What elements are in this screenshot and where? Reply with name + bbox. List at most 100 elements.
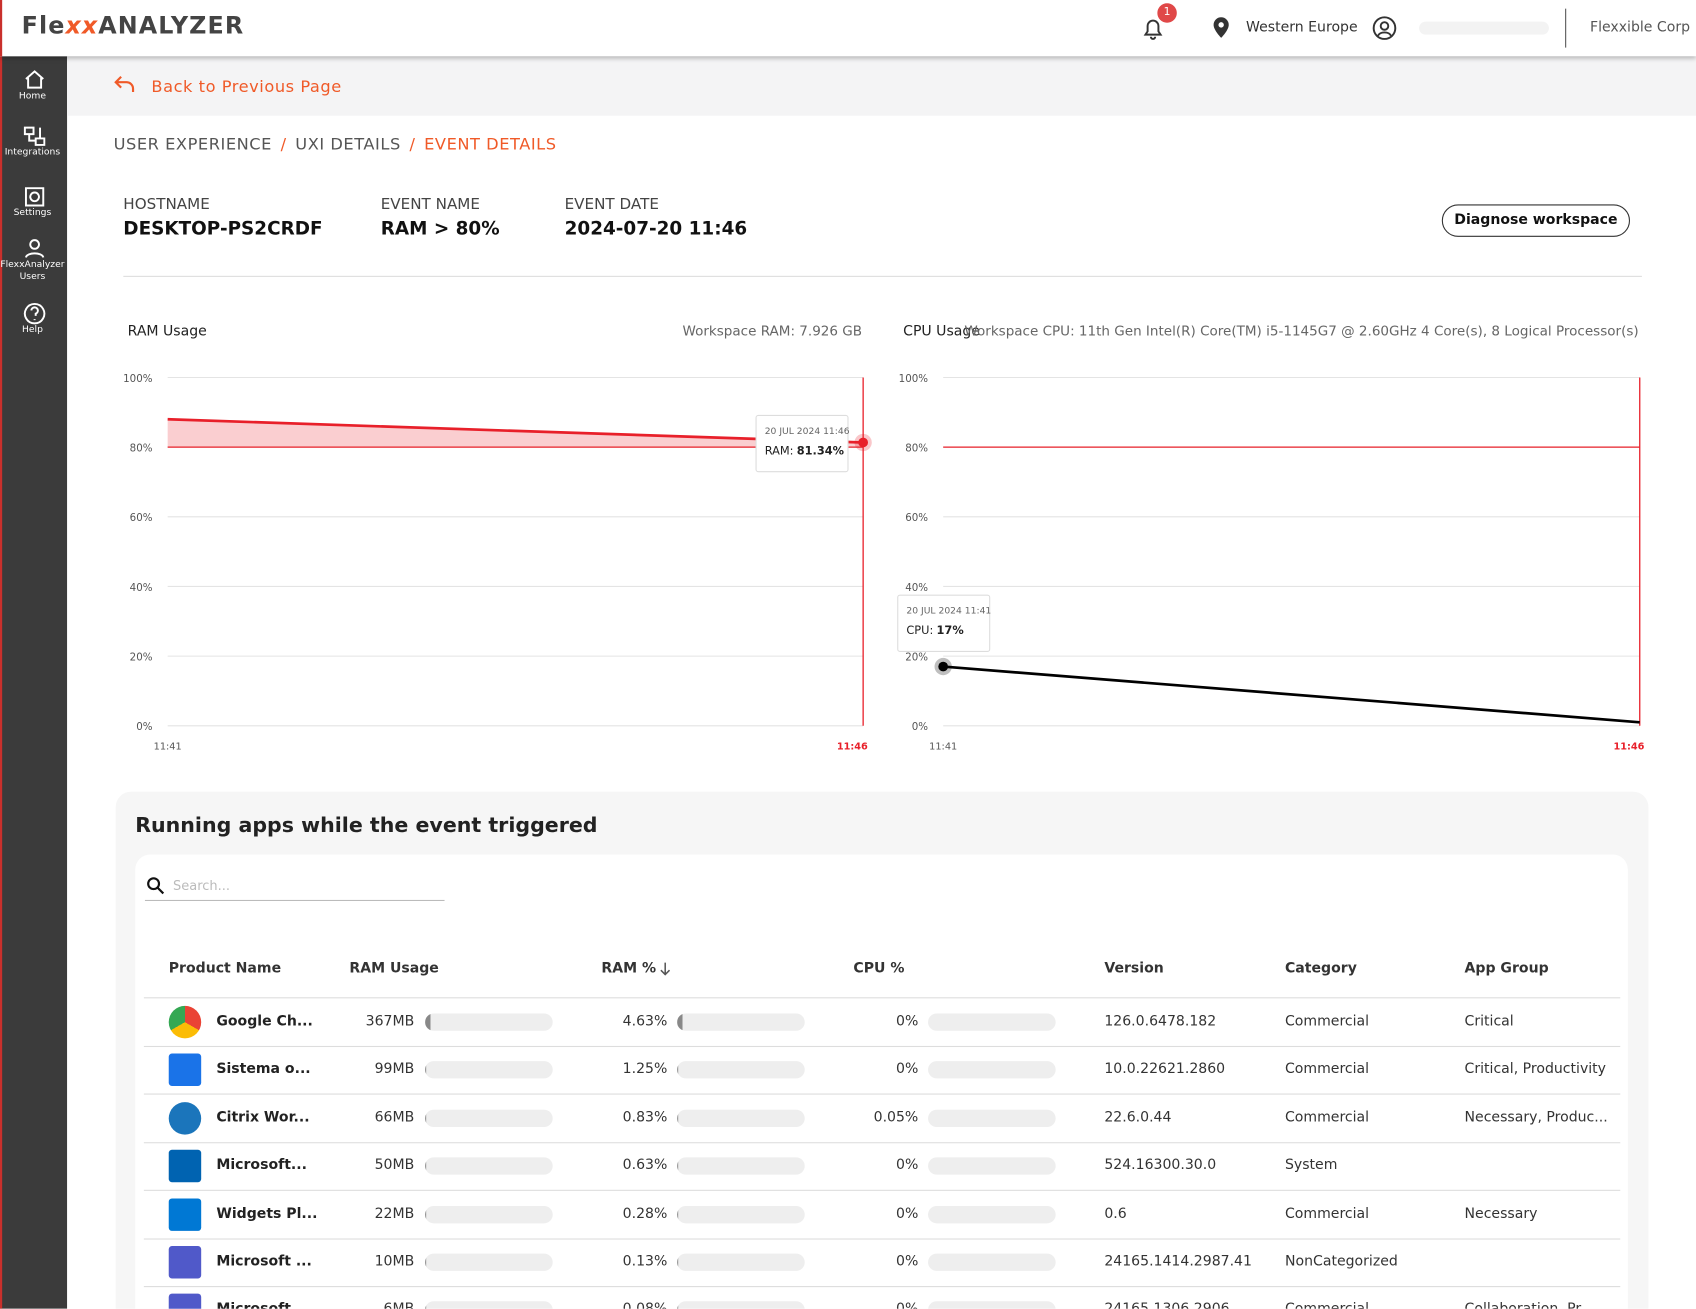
column-header[interactable]: Product Name — [168, 960, 282, 977]
region[interactable]: Western Europe — [1246, 19, 1358, 36]
notification-badge: 1 — [1157, 3, 1177, 23]
back-bar: Back to Previous Page — [67, 56, 1696, 116]
back-icon[interactable] — [112, 74, 136, 96]
nav-item[interactable]: Settings — [13, 207, 52, 219]
nav-item[interactable]: FlexxAnalyzer Users — [0, 259, 65, 283]
app-icon — [168, 1198, 202, 1231]
y-tick-label: 0% — [912, 721, 929, 733]
progress-track — [677, 1205, 805, 1223]
category: Commercial — [1284, 1109, 1370, 1126]
back-link[interactable]: Back to Previous Page — [151, 76, 342, 97]
breadcrumb: USER EXPERIENCE / UXI DETAILS / EVENT DETAIL… — [114, 134, 557, 153]
progress-track — [677, 1013, 805, 1031]
column-header[interactable]: Category — [1284, 960, 1357, 977]
y-tick-label: 40% — [130, 582, 153, 594]
breadcrumb-separator: / — [409, 134, 416, 154]
chart-title: RAM Usage — [128, 323, 207, 339]
logo[interactable]: FlexxANALYZER — [22, 13, 245, 40]
ram-pct: 0.83% — [622, 1109, 668, 1126]
cpu-pct: 0% — [896, 1302, 918, 1309]
nav-item[interactable]: Help — [21, 324, 43, 336]
apps-card: Search... — [135, 854, 1628, 1309]
ram-pct: 4.63% — [622, 1013, 668, 1030]
column-header[interactable]: RAM Usage — [349, 960, 439, 977]
nav-icon[interactable] — [22, 301, 46, 325]
tooltip-label: RAM: — [765, 443, 794, 457]
progress-track — [928, 1013, 1056, 1031]
icon-path — [24, 187, 45, 207]
progress-track — [425, 1205, 553, 1223]
ram-usage: 99MB — [374, 1061, 415, 1078]
y-tick-label: 20% — [905, 651, 928, 663]
column-header[interactable]: RAM % — [601, 960, 657, 977]
column-header[interactable]: Version — [1104, 960, 1164, 977]
progress-fill — [425, 1109, 427, 1127]
nav-icon[interactable] — [22, 123, 46, 147]
separator — [123, 275, 1642, 277]
ram-usage: 50MB — [374, 1157, 415, 1174]
search-icon — [147, 877, 165, 895]
y-tick-label: 60% — [905, 512, 928, 524]
app-group: Necessary, Produc... — [1464, 1109, 1608, 1126]
search-input[interactable]: Search... — [173, 878, 231, 894]
version: 22.6.0.44 — [1104, 1109, 1172, 1126]
apps-title: Running apps while the event triggered — [135, 813, 598, 838]
version: 24165.1306.2906 — [1104, 1302, 1229, 1309]
progress-fill — [425, 1157, 426, 1175]
line — [943, 665, 1640, 724]
row-line — [143, 1286, 1621, 1288]
breadcrumb-item[interactable]: UXI DETAILS — [295, 134, 401, 154]
nav-icon[interactable] — [22, 236, 46, 260]
ram-pct: 0.63% — [622, 1157, 668, 1174]
ram-pct: 1.25% — [622, 1061, 668, 1078]
breadcrumb-item: EVENT DETAILS — [424, 134, 557, 154]
nav-icon[interactable] — [22, 67, 46, 91]
row-line — [143, 1189, 1621, 1192]
y-tick-label: 20% — [130, 651, 153, 663]
version: 24165.1414.2987.41 — [1104, 1253, 1252, 1270]
chart-title: CPU Usage — [903, 323, 980, 339]
category: Commercial — [1284, 1205, 1370, 1222]
progress-track — [928, 1301, 1056, 1309]
app-icon — [168, 1053, 202, 1087]
sort-icon[interactable] — [659, 962, 672, 977]
column-header[interactable]: CPU % — [853, 960, 905, 977]
category: Commercial — [1284, 1013, 1370, 1030]
ram-pct: 0.28% — [622, 1205, 668, 1222]
app-icon — [168, 1005, 202, 1039]
ram-pct: 0.13% — [622, 1253, 668, 1270]
nav-item[interactable]: Home — [18, 90, 47, 102]
x-tick-label: 11:41 — [154, 742, 182, 753]
icon-path — [660, 962, 671, 976]
company[interactable]: Flexxible Corp — [1589, 19, 1691, 36]
column-header[interactable]: App Group — [1464, 960, 1549, 977]
x-tick-label: 11:46 — [837, 742, 868, 753]
progress-track — [425, 1061, 553, 1079]
bell-icon[interactable] — [1140, 15, 1166, 41]
progress-fill — [677, 1109, 679, 1127]
chart-info: Workspace CPU: 11th Gen Intel(R) Core(TM… — [964, 323, 1638, 339]
progress-track — [425, 1109, 553, 1127]
breadcrumb-item[interactable]: USER EXPERIENCE — [113, 134, 272, 154]
tooltip — [755, 414, 849, 473]
category: Commercial — [1285, 1302, 1369, 1309]
app-name: Microsoft ... — [216, 1253, 312, 1270]
ram-usage: 10MB — [374, 1253, 415, 1270]
progress-track — [677, 1157, 805, 1175]
logo-suffix: ANALYZER — [98, 12, 245, 41]
app-name: Google Ch... — [216, 1013, 313, 1030]
cpu-pct: 0% — [895, 1205, 919, 1222]
progress-track — [677, 1061, 805, 1079]
diagnose-button[interactable]: Diagnose workspace — [1441, 204, 1631, 237]
ram-pct: 0.08% — [623, 1302, 668, 1309]
cpu-pct: 0% — [895, 1013, 919, 1030]
app-name: Citrix Wor... — [216, 1109, 310, 1126]
nav-icon[interactable] — [22, 184, 46, 208]
nav-item[interactable]: Integrations — [4, 147, 61, 158]
app-group: Collaboration, Pr... — [1465, 1302, 1594, 1309]
ram-usage: 6MB — [384, 1302, 415, 1309]
tooltip-label: CPU: — [906, 623, 933, 637]
user-icon[interactable] — [1372, 15, 1398, 41]
chart-info: Workspace RAM: 7.926 GB — [683, 323, 863, 339]
